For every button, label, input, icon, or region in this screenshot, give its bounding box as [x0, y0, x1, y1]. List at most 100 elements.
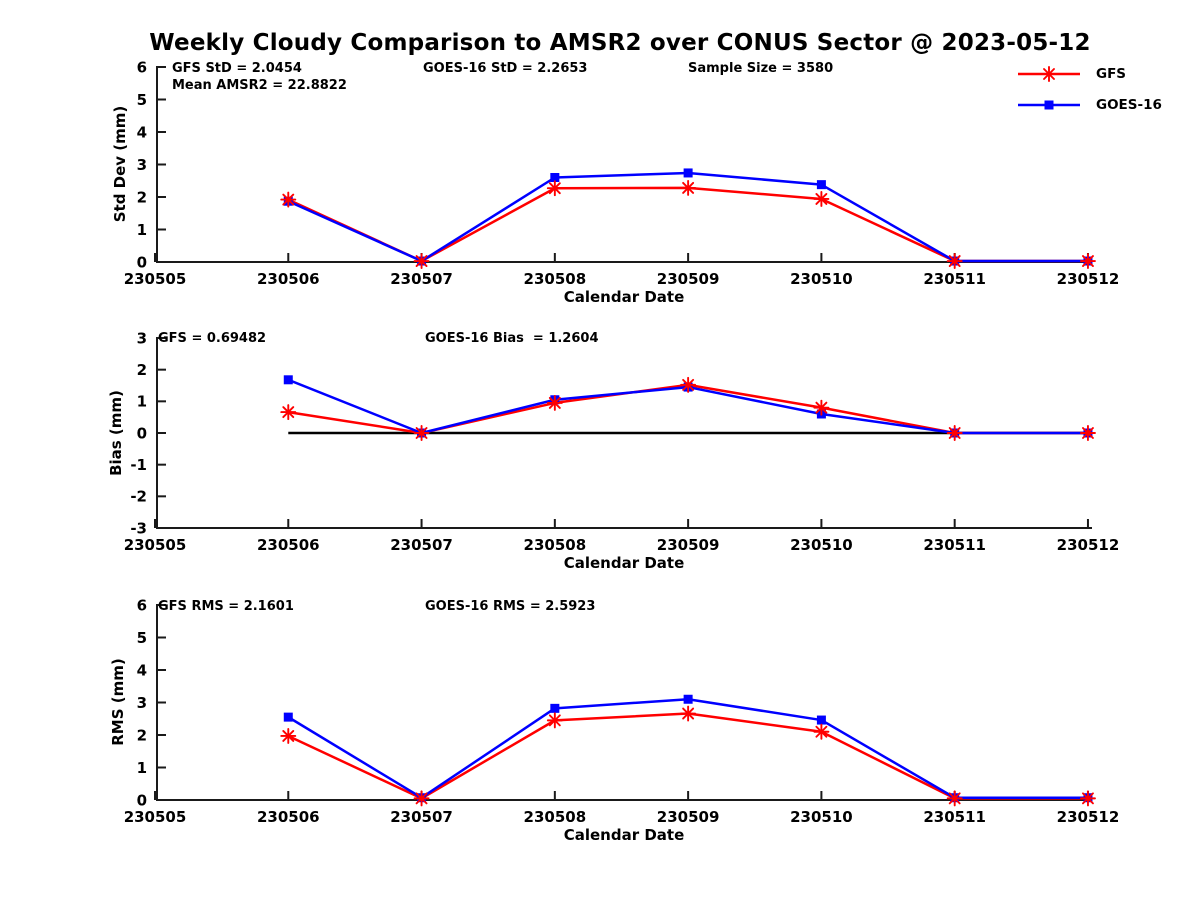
annotation-goes16-rms: GOES-16 RMS = 2.5923 — [425, 599, 596, 614]
x-tick-label: 230507 — [390, 536, 453, 554]
x-tick-label: 230512 — [1057, 808, 1120, 826]
y-tick-label: 4 — [137, 661, 147, 679]
x-tick-label: 230508 — [524, 808, 587, 826]
gfs-marker — [413, 425, 430, 441]
gfs-marker — [946, 253, 963, 269]
gfs-marker — [1080, 425, 1096, 441]
goes16-marker — [283, 375, 293, 385]
y-axis-label-bias: Bias (mm) — [107, 390, 125, 476]
x-axis-label-stddev: Calendar Date — [563, 288, 685, 306]
y-tick-label: 3 — [137, 694, 147, 712]
legend-item-gfs: GFS — [1016, 66, 1162, 82]
y-tick-label: 0 — [137, 253, 147, 271]
x-tick-label: 230506 — [257, 536, 320, 554]
y-axis-label-rms: RMS (mm) — [109, 658, 127, 746]
x-tick-label: 230505 — [124, 536, 187, 554]
x-tick-label: 230512 — [1057, 536, 1120, 554]
x-tick-label: 230505 — [124, 270, 187, 288]
legend-label-gfs: GFS — [1096, 66, 1127, 82]
y-tick-label: 1 — [137, 221, 147, 239]
x-tick-label: 230505 — [124, 808, 187, 826]
gfs-marker — [680, 705, 697, 722]
x-tick-label: 230511 — [923, 808, 986, 826]
gfs-marker — [280, 404, 297, 421]
y-tick-label: -2 — [130, 488, 147, 506]
y-tick-label: 5 — [137, 91, 147, 109]
figure-title: Weekly Cloudy Comparison to AMSR2 over C… — [149, 30, 1091, 56]
y-axis-label-stddev: Std Dev (mm) — [111, 105, 129, 223]
x-tick-label: 230506 — [257, 808, 320, 826]
annotation-gfs-bias: GFS = 0.69482 — [158, 331, 267, 346]
gfs-marker — [413, 790, 430, 807]
x-axis-label-bias: Calendar Date — [563, 554, 685, 572]
goes16-marker — [816, 715, 826, 725]
goes16-marker — [683, 168, 693, 178]
gfs-marker — [546, 180, 563, 197]
gfs-marker — [680, 376, 697, 393]
y-tick-label: 1 — [137, 393, 147, 411]
gfs-line — [287, 186, 1088, 263]
goes-16-legend-marker-icon — [1044, 100, 1054, 110]
goes16-marker — [550, 173, 560, 182]
x-tick-label: 230509 — [657, 536, 720, 554]
gfs-marker — [1080, 790, 1096, 807]
annotation-gfs-std: GFS StD = 2.0454 — [172, 61, 302, 76]
y-tick-label: 4 — [137, 123, 147, 141]
goes16-marker — [816, 180, 826, 190]
x-tick-label: 230510 — [790, 536, 853, 554]
x-tick-label: 230511 — [923, 536, 986, 554]
y-tick-label: -3 — [130, 519, 147, 537]
x-tick-label: 230508 — [524, 536, 587, 554]
y-tick-label: 2 — [137, 726, 147, 744]
goes16-marker — [550, 703, 560, 713]
legend-label-goes16: GOES-16 — [1096, 97, 1162, 113]
annotation-gfs-rms: GFS RMS = 2.1601 — [158, 599, 294, 614]
y-tick-label: 2 — [137, 361, 147, 379]
x-tick-label: 230512 — [1057, 270, 1120, 288]
gfs-marker — [946, 425, 963, 441]
legend-item-goes16: GOES-16 — [1016, 97, 1162, 113]
y-tick-label: 3 — [137, 329, 147, 347]
gfs-line — [287, 712, 1088, 800]
gfs-marker — [280, 728, 297, 744]
x-tick-label: 230509 — [657, 270, 720, 288]
goes16-marker — [683, 694, 693, 704]
gfs-legend-marker-icon — [1041, 66, 1057, 82]
gfs-marker — [413, 253, 430, 269]
y-tick-label: 3 — [137, 156, 147, 174]
annotation-sample-size: Sample Size = 3580 — [688, 61, 834, 76]
annotation-goes16-std: GOES-16 StD = 2.2653 — [423, 61, 588, 76]
y-tick-label: 6 — [137, 596, 147, 614]
gfs-marker — [813, 190, 830, 207]
gfs-marker — [946, 790, 963, 807]
annotation-goes16-bias: GOES-16 Bias = 1.2604 — [425, 331, 599, 346]
y-tick-label: 2 — [137, 188, 147, 206]
goes16-line-square-icon — [1018, 100, 1080, 110]
y-tick-label: 1 — [137, 759, 147, 777]
x-tick-label: 230509 — [657, 808, 720, 826]
gfs-marker — [813, 723, 830, 740]
gfs-marker — [280, 191, 297, 208]
y-tick-label: 6 — [137, 58, 147, 76]
gfs-marker — [1080, 253, 1096, 269]
x-axis-label-rms: Calendar Date — [563, 826, 685, 844]
y-tick-label: 0 — [137, 791, 147, 809]
subplot-rms: 230505 230506 230507 230508 230509 230510 2305… — [124, 596, 1120, 826]
x-tick-label: 230510 — [790, 808, 853, 826]
gfs-line-asterisk-icon — [1018, 66, 1080, 82]
x-tick-label: 230508 — [524, 270, 587, 288]
x-tick-label: 230510 — [790, 270, 853, 288]
gfs-marker — [546, 394, 563, 411]
gfs-marker — [813, 399, 830, 416]
subplot-std-dev: 230505 230506 230507 230508 230509 230510 2305… — [124, 58, 1120, 288]
subplot-bias: 230505 230506 230507 230508 230509 230510 2305… — [124, 329, 1120, 554]
y-tick-label: 0 — [137, 424, 147, 442]
legend: GFS GOES-16 — [1016, 66, 1162, 128]
y-tick-label: 5 — [137, 629, 147, 647]
gfs-marker — [680, 179, 697, 196]
x-tick-label: 230507 — [390, 270, 453, 288]
x-tick-label: 230507 — [390, 808, 453, 826]
x-tick-label: 230511 — [923, 270, 986, 288]
